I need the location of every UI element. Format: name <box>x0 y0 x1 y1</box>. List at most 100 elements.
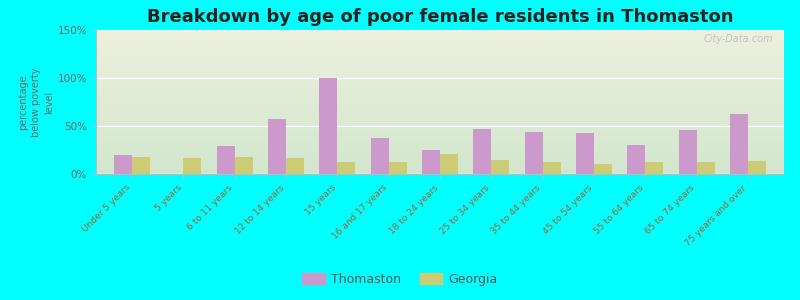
Bar <box>96 134 784 135</box>
Bar <box>96 92 784 93</box>
Bar <box>132 157 150 174</box>
Text: City-Data.com: City-Data.com <box>704 34 774 44</box>
Bar <box>96 128 784 129</box>
Bar <box>96 89 784 91</box>
Bar <box>96 161 784 163</box>
Legend: Thomaston, Georgia: Thomaston, Georgia <box>298 268 502 291</box>
Bar <box>183 158 202 174</box>
Bar <box>96 142 784 144</box>
Bar <box>576 133 594 174</box>
Bar <box>96 50 784 52</box>
Bar <box>96 82 784 83</box>
Bar <box>96 118 784 119</box>
Bar <box>627 145 646 174</box>
Bar <box>96 148 784 149</box>
Bar <box>96 91 784 92</box>
Bar <box>96 151 784 152</box>
Bar <box>748 160 766 174</box>
Bar <box>96 102 784 104</box>
Bar <box>96 109 784 111</box>
Bar <box>96 155 784 157</box>
Bar <box>96 66 784 68</box>
Bar <box>96 147 784 148</box>
Bar <box>96 168 784 170</box>
Bar <box>96 98 784 99</box>
Bar <box>96 121 784 122</box>
Bar <box>678 130 697 174</box>
Bar <box>525 132 542 174</box>
Y-axis label: percentage
below poverty
level: percentage below poverty level <box>18 67 54 137</box>
Bar <box>96 70 784 72</box>
Bar <box>96 72 784 73</box>
Bar <box>96 30 784 31</box>
Bar <box>114 155 132 174</box>
Bar <box>96 76 784 77</box>
Bar <box>96 115 784 116</box>
Bar <box>96 112 784 113</box>
Bar <box>96 145 784 147</box>
Bar <box>96 105 784 106</box>
Bar <box>96 52 784 53</box>
Bar <box>286 158 304 174</box>
Bar <box>96 95 784 96</box>
Bar <box>96 160 784 161</box>
Bar <box>96 69 784 70</box>
Bar <box>96 39 784 40</box>
Bar <box>96 53 784 55</box>
Bar <box>96 44 784 46</box>
Bar <box>96 129 784 131</box>
Bar <box>440 154 458 174</box>
Bar <box>730 115 748 174</box>
Bar <box>96 46 784 47</box>
Bar <box>96 73 784 75</box>
Bar <box>96 140 784 141</box>
Bar <box>96 49 784 50</box>
Bar <box>96 158 784 160</box>
Bar <box>96 106 784 108</box>
Bar <box>96 56 784 57</box>
Bar <box>96 116 784 118</box>
Bar <box>96 96 784 98</box>
Bar <box>96 43 784 44</box>
Bar <box>96 154 784 155</box>
Bar <box>217 146 234 174</box>
Bar <box>96 37 784 39</box>
Bar <box>268 119 286 174</box>
Bar <box>96 86 784 88</box>
Bar <box>96 40 784 41</box>
Bar <box>96 119 784 121</box>
Bar <box>646 163 663 174</box>
Title: Breakdown by age of poor female residents in Thomaston: Breakdown by age of poor female resident… <box>146 8 734 26</box>
Bar <box>96 41 784 43</box>
Bar <box>96 47 784 49</box>
Bar <box>542 161 561 174</box>
Bar <box>370 137 389 174</box>
Bar <box>96 163 784 164</box>
Bar <box>96 99 784 100</box>
Bar <box>96 36 784 37</box>
Bar <box>96 64 784 66</box>
Bar <box>96 68 784 69</box>
Bar <box>96 135 784 136</box>
Bar <box>491 160 510 174</box>
Bar <box>96 55 784 56</box>
Bar <box>96 111 784 112</box>
Bar <box>96 103 784 105</box>
Bar <box>96 62 784 63</box>
Bar <box>96 60 784 62</box>
Bar <box>96 127 784 128</box>
Bar <box>96 59 784 60</box>
Bar <box>96 93 784 95</box>
Bar <box>96 77 784 79</box>
Bar <box>96 124 784 125</box>
Bar <box>96 85 784 86</box>
Bar <box>96 75 784 76</box>
Bar <box>96 113 784 115</box>
Bar <box>96 57 784 59</box>
Bar <box>389 161 406 174</box>
Bar <box>96 141 784 142</box>
Bar <box>96 152 784 154</box>
Bar <box>234 157 253 174</box>
Bar <box>96 63 784 64</box>
Bar <box>594 164 612 174</box>
